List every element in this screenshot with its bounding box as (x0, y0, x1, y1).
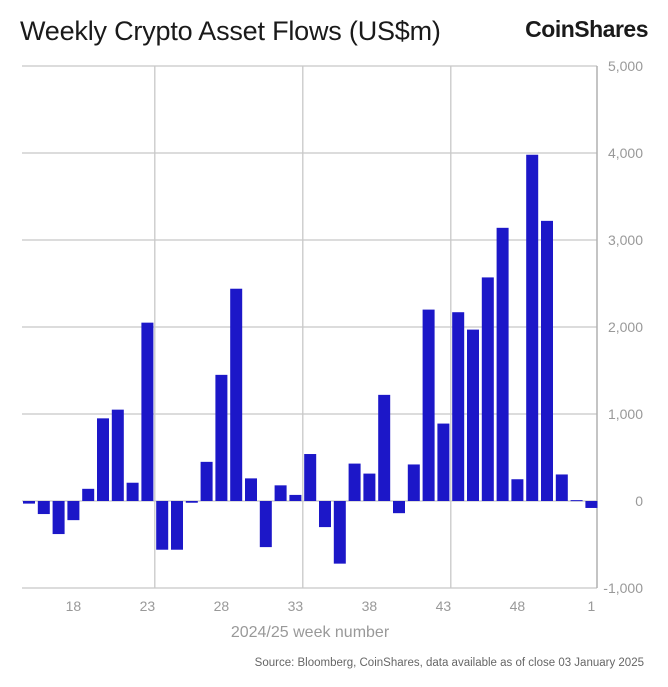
bar-week-18 (67, 501, 80, 521)
bar-week-25 (171, 501, 183, 550)
bar-week-47 (496, 227, 509, 501)
bar-week-44 (452, 312, 465, 501)
bar-week-37 (348, 463, 361, 501)
bar-week-48 (511, 479, 524, 501)
bar-week-39 (378, 394, 391, 501)
bar-week-24 (156, 501, 169, 550)
y-tick-label: 4,000 (608, 145, 643, 161)
bar-week-41 (407, 464, 420, 501)
coinshares-logo: CoinShares (525, 16, 648, 42)
bar-week-46 (481, 277, 494, 501)
y-tick-label: 0 (635, 493, 643, 509)
bar-week-16 (37, 501, 50, 515)
bar-week-43 (437, 423, 450, 501)
bar-week-15 (23, 501, 35, 504)
chart-title: Weekly Crypto Asset Flows (US$m) (20, 16, 441, 46)
x-tick-label: 38 (362, 598, 378, 614)
bar-week-21 (111, 409, 124, 501)
bar-week-42 (422, 309, 435, 501)
x-tick-label: 1 (588, 598, 596, 614)
bar-week-32 (274, 485, 287, 501)
source-note: Source: Bloomberg, CoinShares, data avai… (254, 657, 644, 669)
bar-week-50 (541, 220, 553, 502)
bar-week-51 (555, 474, 568, 501)
bar-week-36 (333, 501, 346, 564)
bar-week-17 (52, 501, 65, 535)
x-axis-title: 2024/25 week number (231, 624, 390, 641)
x-tick-label: 18 (66, 598, 82, 614)
y-tick-label: -1,000 (603, 580, 643, 596)
y-tick-label: 2,000 (608, 319, 643, 335)
x-tick-label: 33 (288, 598, 304, 614)
bar-week-19 (82, 488, 95, 501)
bar-week-29 (230, 288, 243, 501)
bar-week-27 (200, 461, 213, 501)
bar-week-22 (126, 482, 139, 501)
y-tick-label: 5,000 (608, 58, 643, 74)
bar-week-34 (304, 454, 317, 501)
bar-week-40 (393, 501, 405, 514)
bar-week-28 (215, 374, 228, 501)
x-tick-label: 43 (436, 598, 452, 614)
bar-week-26 (185, 501, 198, 503)
y-tick-label: 1,000 (608, 406, 643, 422)
bar-week-20 (97, 418, 109, 501)
bar-week-49 (526, 154, 539, 502)
bar-week-30 (245, 478, 257, 501)
bar-week-23 (141, 322, 154, 501)
bar-week-52 (570, 500, 583, 502)
x-tick-label: 23 (140, 598, 156, 614)
bar-week-1 (585, 501, 598, 508)
x-tick-label: 28 (214, 598, 230, 614)
y-tick-label: 3,000 (608, 232, 643, 248)
x-tick-label: 48 (510, 598, 526, 614)
bar-week-35 (319, 501, 331, 528)
bar-week-31 (259, 501, 272, 548)
bar-week-33 (289, 494, 302, 501)
bar-week-45 (467, 329, 479, 501)
bar-week-38 (363, 473, 376, 501)
